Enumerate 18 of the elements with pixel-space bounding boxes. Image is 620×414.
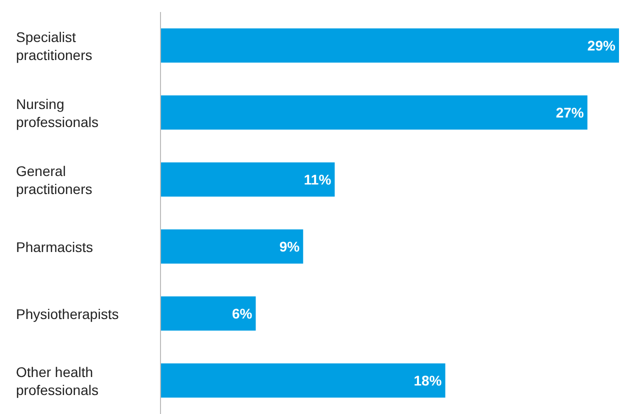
bar (161, 162, 335, 197)
y-tick-label: Specialist practitioners (16, 29, 92, 64)
bar (161, 363, 446, 398)
y-tick-label: Other health professionals (16, 364, 98, 398)
data-label: 9% (279, 238, 300, 254)
data-label: 18% (414, 372, 442, 389)
y-tick-label: General practitioners (16, 163, 92, 198)
bar (161, 28, 619, 63)
bar (161, 95, 588, 130)
data-label: 29% (587, 38, 616, 54)
y-tick-label: Pharmacists (16, 239, 94, 255)
data-label: 6% (232, 306, 253, 322)
y-tick-label: Nursing professionals (16, 96, 98, 130)
bar (161, 229, 304, 264)
bar (161, 296, 256, 331)
data-label: 27% (556, 104, 584, 121)
y-tick-label: Physiotherapists (16, 306, 119, 322)
data-label: 11% (304, 172, 332, 188)
